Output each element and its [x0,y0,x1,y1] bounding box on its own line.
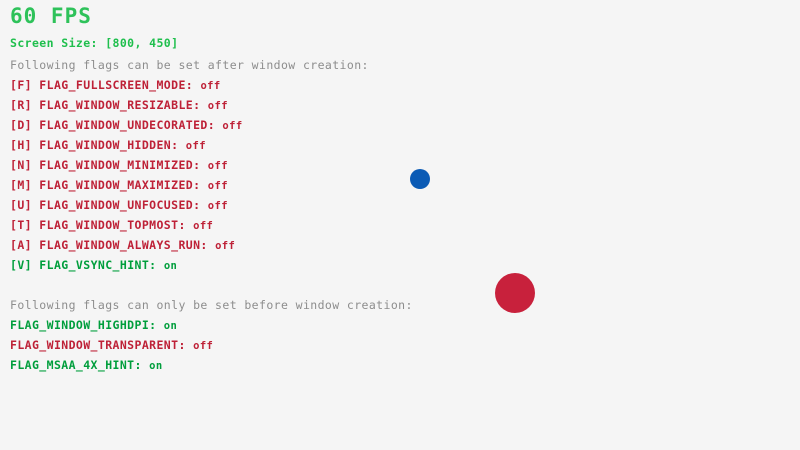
flag-state: off [207,180,228,192]
flag-name: FLAG_WINDOW_TRANSPARENT: [10,338,194,352]
flag-name: FLAG_MSAA_4X_HINT: [10,358,150,372]
flag-key: [V] [10,258,32,272]
flag-row[interactable]: FLAG_MSAA_4X_HINT: on [10,358,163,372]
flag-row[interactable]: [M] FLAG_WINDOW_MAXIMIZED: off [10,178,228,192]
flag-row[interactable]: [H] FLAG_WINDOW_HIDDEN: off [10,138,206,152]
flag-key: [F] [10,78,32,92]
flag-state: off [215,240,236,252]
flag-state: off [193,220,214,232]
flag-row[interactable]: FLAG_WINDOW_HIGHDPI: on [10,318,178,332]
flag-key: [H] [10,138,32,152]
flag-key: [M] [10,178,32,192]
flag-row[interactable]: FLAG_WINDOW_TRANSPARENT: off [10,338,214,352]
flag-row[interactable]: [V] FLAG_VSYNC_HINT: on [10,258,178,272]
flag-row[interactable]: [N] FLAG_WINDOW_MINIMIZED: off [10,158,228,172]
fps-counter: 60 FPS [10,4,92,28]
flag-row[interactable]: [R] FLAG_WINDOW_RESIZABLE: off [10,98,228,112]
flag-state: on [149,360,163,372]
flag-state: off [207,200,228,212]
flag-name: FLAG_WINDOW_RESIZABLE: [31,98,208,112]
flag-state: off [200,80,221,92]
screen-size-label: Screen Size: [800, 450] [10,36,179,50]
flag-name: FLAG_WINDOW_ALWAYS_RUN: [31,238,216,252]
flag-key: [N] [10,158,32,172]
flag-name: FLAG_FULLSCREEN_MODE: [31,78,201,92]
flag-key: [T] [10,218,32,232]
flag-state: on [163,320,178,332]
flag-key: [U] [10,198,32,212]
flag-state: off [185,140,206,152]
flag-row[interactable]: [F] FLAG_FULLSCREEN_MODE: off [10,78,221,92]
flag-name: FLAG_WINDOW_HIDDEN: [31,138,186,152]
flag-name: FLAG_VSYNC_HINT: [31,258,164,272]
flag-key: [D] [10,118,32,132]
flag-row[interactable]: [D] FLAG_WINDOW_UNDECORATED: off [10,118,243,132]
flag-name: FLAG_WINDOW_TOPMOST: [31,218,194,232]
flag-name: FLAG_WINDOW_HIGHDPI: [10,318,164,332]
flag-key: [A] [10,238,32,252]
flag-name: FLAG_WINDOW_UNFOCUSED: [31,198,208,212]
flag-state: off [207,160,228,172]
flag-key: [R] [10,98,32,112]
flag-name: FLAG_WINDOW_MAXIMIZED: [31,178,208,192]
large-red-ball [495,273,535,313]
flag-state: off [193,340,214,352]
flag-name: FLAG_WINDOW_MINIMIZED: [31,158,208,172]
after-creation-note: Following flags can be set after window … [10,58,369,72]
flag-row[interactable]: [T] FLAG_WINDOW_TOPMOST: off [10,218,214,232]
flag-state: off [207,100,228,112]
before-creation-note: Following flags can only be set before w… [10,298,413,312]
flag-state: on [163,260,178,272]
flag-row[interactable]: [U] FLAG_WINDOW_UNFOCUSED: off [10,198,228,212]
flag-state: off [222,120,243,132]
flag-row[interactable]: [A] FLAG_WINDOW_ALWAYS_RUN: off [10,238,236,252]
flag-name: FLAG_WINDOW_UNDECORATED: [31,118,223,132]
small-blue-ball [410,169,430,189]
